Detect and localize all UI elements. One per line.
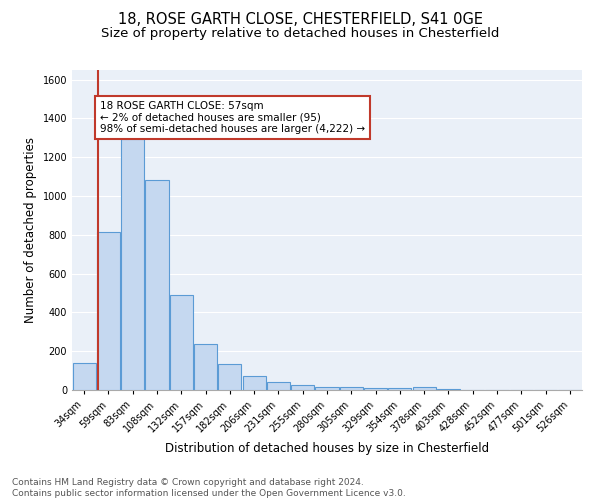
Bar: [242, 376, 266, 390]
Bar: [316, 386, 338, 390]
Bar: [388, 388, 412, 390]
Bar: [340, 388, 363, 390]
Bar: [194, 344, 217, 390]
Bar: [218, 364, 241, 390]
Text: Size of property relative to detached houses in Chesterfield: Size of property relative to detached ho…: [101, 28, 499, 40]
Bar: [97, 232, 120, 390]
Bar: [364, 388, 387, 390]
Bar: [267, 382, 290, 390]
Bar: [437, 389, 460, 390]
Bar: [413, 386, 436, 390]
Text: Contains HM Land Registry data © Crown copyright and database right 2024.
Contai: Contains HM Land Registry data © Crown c…: [12, 478, 406, 498]
Y-axis label: Number of detached properties: Number of detached properties: [24, 137, 37, 323]
Text: 18 ROSE GARTH CLOSE: 57sqm
← 2% of detached houses are smaller (95)
98% of semi-: 18 ROSE GARTH CLOSE: 57sqm ← 2% of detac…: [100, 101, 365, 134]
Bar: [121, 139, 144, 390]
Bar: [73, 363, 95, 390]
Bar: [170, 295, 193, 390]
Text: 18, ROSE GARTH CLOSE, CHESTERFIELD, S41 0GE: 18, ROSE GARTH CLOSE, CHESTERFIELD, S41 …: [118, 12, 482, 28]
Bar: [291, 384, 314, 390]
X-axis label: Distribution of detached houses by size in Chesterfield: Distribution of detached houses by size …: [165, 442, 489, 456]
Bar: [145, 180, 169, 390]
